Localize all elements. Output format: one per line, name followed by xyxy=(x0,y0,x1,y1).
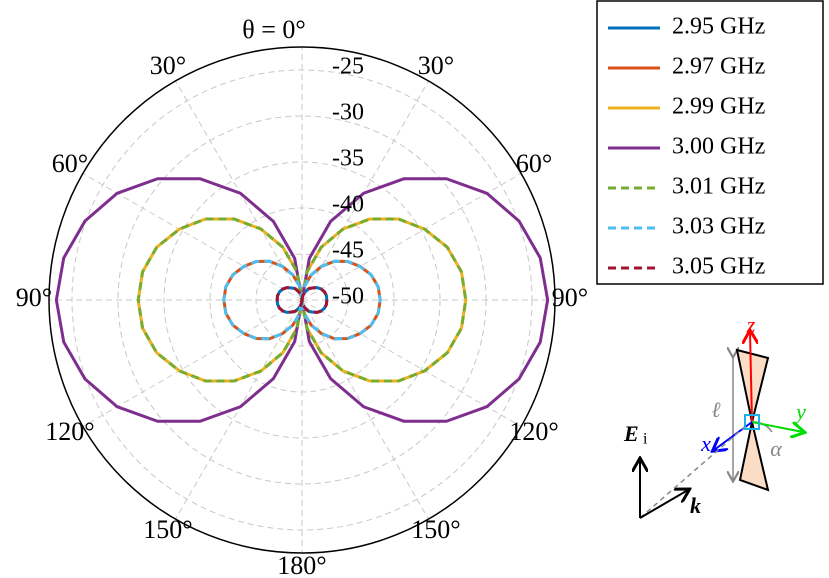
theta-tick-label: 30° xyxy=(150,51,186,80)
antenna-top xyxy=(735,348,770,423)
length-label: ℓ xyxy=(711,397,721,422)
theta-tick-label: 120° xyxy=(45,417,94,446)
theta-tick-label: 60° xyxy=(52,149,88,178)
field-label: E xyxy=(623,421,639,446)
grid-spoke xyxy=(82,173,303,301)
r-tick-label: -45 xyxy=(332,238,364,264)
legend-label: 3.01 GHz xyxy=(672,174,765,200)
wave-label: k xyxy=(690,493,701,518)
grid-circle xyxy=(163,161,441,439)
legend-box xyxy=(596,0,824,285)
z-axis xyxy=(750,332,752,423)
legend-label: 3.05 GHz xyxy=(672,254,765,280)
r-tick-label: -35 xyxy=(332,146,364,172)
inset-diagram: z y x ℓ α E i k xyxy=(623,312,806,519)
legend-label: 2.99 GHz xyxy=(672,94,765,120)
r-tick-label: -30 xyxy=(332,100,364,126)
angle-label: α xyxy=(770,436,782,461)
series-line xyxy=(275,286,329,314)
grid-spoke xyxy=(301,173,522,301)
outer-circle xyxy=(48,46,556,554)
grid-spoke xyxy=(175,299,303,520)
theta-tick-label: θ = 0° xyxy=(242,15,306,44)
r-tick-label: -50 xyxy=(332,284,364,310)
r-tick-label: -25 xyxy=(332,54,364,80)
theta-tick-label: 150° xyxy=(411,515,460,544)
antenna-bottom xyxy=(738,421,770,492)
grid-spoke xyxy=(175,80,303,301)
legend-label: 3.03 GHz xyxy=(672,214,765,240)
x-label: x xyxy=(700,431,711,456)
field-subscript: i xyxy=(643,431,648,448)
theta-tick-label: 120° xyxy=(509,417,558,446)
theta-tick-label: 30° xyxy=(418,51,454,80)
feed xyxy=(744,414,760,430)
wave-arrow xyxy=(639,490,688,519)
y-axis xyxy=(751,421,803,432)
theta-tick-label: 90° xyxy=(552,283,588,312)
r-tick-label: -40 xyxy=(332,192,364,218)
legend-label: 2.95 GHz xyxy=(672,14,765,40)
grid-spoke xyxy=(301,299,429,520)
grid-spoke xyxy=(301,80,429,301)
theta-tick-label: 90° xyxy=(16,283,52,312)
theta-tick-label: 180° xyxy=(277,551,326,578)
polar-plot: -50 -45 -40 -35 -30 -25 θ = 0° 30° 60° 90° 120° 150… xyxy=(16,15,588,578)
legend-label: 2.97 GHz xyxy=(672,54,765,80)
legend: 2.95 GHz 2.97 GHz 2.99 GHz 3.00 GHz 3.01 GHz… xyxy=(608,14,765,280)
grid-spoke xyxy=(301,299,522,427)
theta-tick-label: 150° xyxy=(143,515,192,544)
grid-spoke xyxy=(82,299,303,427)
y-label: y xyxy=(794,399,806,424)
z-label: z xyxy=(746,312,756,337)
theta-tick-label: 60° xyxy=(516,149,552,178)
legend-label: 3.00 GHz xyxy=(672,134,765,160)
incidence-line xyxy=(639,423,749,519)
